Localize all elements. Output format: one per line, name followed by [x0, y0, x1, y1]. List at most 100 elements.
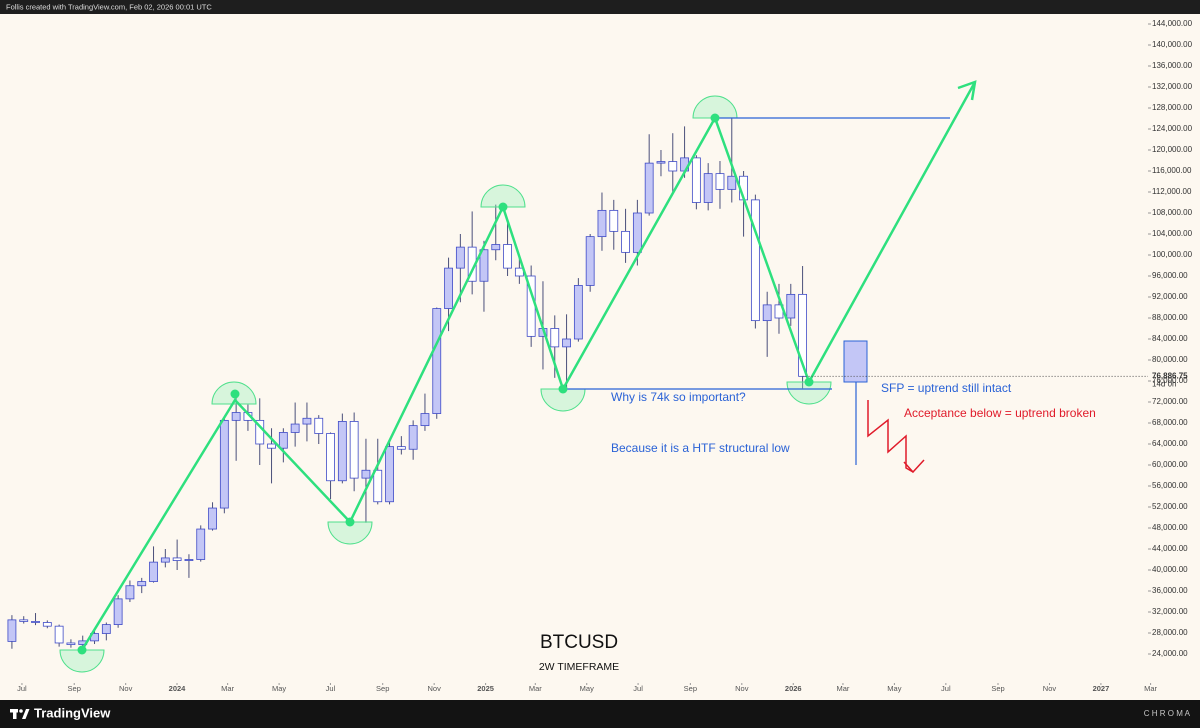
candle-body [432, 308, 442, 414]
x-tick-label: May [272, 684, 286, 693]
y-tick-label: 88,000.00 [1152, 313, 1188, 322]
annotation: Acceptance below = uptrend broken [904, 406, 1096, 420]
y-tick-label: 108,000.00 [1152, 208, 1193, 217]
candle-body [19, 619, 29, 622]
candle-body [609, 209, 619, 232]
x-tick-label: Jul [941, 684, 951, 693]
candle-body [219, 419, 229, 509]
y-tick-label: 72,000.00 [1152, 397, 1188, 406]
drawings [59, 80, 977, 673]
candle-body [396, 446, 406, 450]
candle-body [597, 209, 607, 238]
y-tick-label: 140,000.00 [1152, 40, 1193, 49]
y-tick-label: 116,000.00 [1152, 166, 1192, 175]
candle-body [302, 417, 312, 425]
header-text: Follis created with TradingView.com, Feb… [6, 2, 212, 11]
candle-body [42, 622, 52, 627]
y-tick-label: 40,000.00 [1152, 565, 1188, 574]
candle-body [326, 433, 335, 482]
candle-body [703, 173, 713, 203]
x-tick-label: 2025 [477, 684, 494, 693]
y-tick-label: 124,000.00 [1152, 124, 1193, 133]
y-tick-label: 128,000.00 [1152, 103, 1193, 112]
candle-body [54, 625, 64, 644]
y-tick-label: 112,000.00 [1152, 187, 1192, 196]
candles [7, 117, 807, 650]
candle-body [113, 598, 123, 625]
footer-bar [0, 700, 1200, 728]
y-tick-label: 132,000.00 [1152, 82, 1193, 91]
candle-body [314, 417, 324, 434]
brand: TradingView [34, 705, 111, 720]
y-tick-label: 104,000.00 [1152, 229, 1193, 238]
candle-body [420, 413, 430, 427]
candle-body [31, 621, 40, 623]
candle-body [385, 446, 394, 503]
candle-body [349, 421, 359, 479]
candle-body [101, 624, 111, 634]
x-tick-label: Nov [119, 684, 133, 693]
candle-body [160, 557, 170, 563]
y-tick-label: 68,000.00 [1152, 418, 1188, 427]
candle-body [278, 432, 288, 449]
y-tick-label: 100,000.00 [1152, 250, 1193, 259]
y-tick-label: 32,000.00 [1152, 607, 1188, 616]
y-tick-label: 120,000.00 [1152, 145, 1193, 154]
annotation: SFP = uptrend still intact [881, 381, 1012, 395]
x-tick-label: Mar [1144, 684, 1157, 693]
y-tick-label: 56,000.00 [1152, 481, 1188, 490]
x-tick-label: Sep [684, 684, 697, 693]
watermark: C H R O M A [1144, 709, 1191, 718]
annotation: Why is 74k so important? [611, 390, 746, 404]
y-tick-label: 64,000.00 [1152, 439, 1188, 448]
chart-title: BTCUSD [540, 632, 618, 653]
candle-body [514, 267, 524, 277]
x-tick-label: May [887, 684, 901, 693]
candle-body [408, 425, 418, 450]
y-tick-label: 48,000.00 [1152, 523, 1188, 532]
y-tick-label: 144,000.00 [1152, 19, 1193, 28]
x-tick-label: Jul [326, 684, 336, 693]
x-tick-label: Nov [427, 684, 441, 693]
candle-body [715, 173, 725, 190]
candle-body [455, 246, 465, 269]
candle-body [503, 244, 512, 269]
candle-body [184, 559, 194, 561]
candle-body [550, 328, 560, 348]
candle-body [479, 249, 489, 282]
x-tick-label: 2026 [785, 684, 802, 693]
candle-body [196, 528, 206, 560]
candle-body [137, 581, 147, 587]
candle-body [750, 199, 760, 322]
x-tick-label: 2024 [169, 684, 187, 693]
candle-body [125, 585, 135, 600]
candle-body [691, 157, 701, 203]
candle-body [786, 293, 796, 319]
candle-body [762, 304, 772, 322]
x-tick-label: 2027 [1093, 684, 1110, 693]
candle-body [66, 642, 76, 645]
y-tick-label: 92,000.00 [1152, 292, 1188, 301]
y-tick-label: 60,000.00 [1152, 460, 1188, 469]
x-tick-label: Jul [17, 684, 27, 693]
x-tick-label: Sep [68, 684, 81, 693]
y-tick-label: 96,000.00 [1152, 271, 1188, 280]
candle-body [668, 161, 678, 172]
x-tick-label: Nov [735, 684, 749, 693]
candle-body [562, 338, 571, 348]
candle-body [361, 469, 371, 479]
x-tick-label: May [580, 684, 594, 693]
candle-body [337, 421, 347, 482]
x-tick-label: Sep [376, 684, 389, 693]
x-tick-label: Jul [633, 684, 643, 693]
x-tick-label: Mar [836, 684, 849, 693]
y-tick-label: 76,000.00 [1152, 376, 1188, 385]
candle-body [7, 619, 17, 642]
candle-body [149, 561, 158, 582]
candle-body [656, 161, 666, 164]
candle-body [621, 230, 630, 253]
candle-body [172, 557, 182, 561]
